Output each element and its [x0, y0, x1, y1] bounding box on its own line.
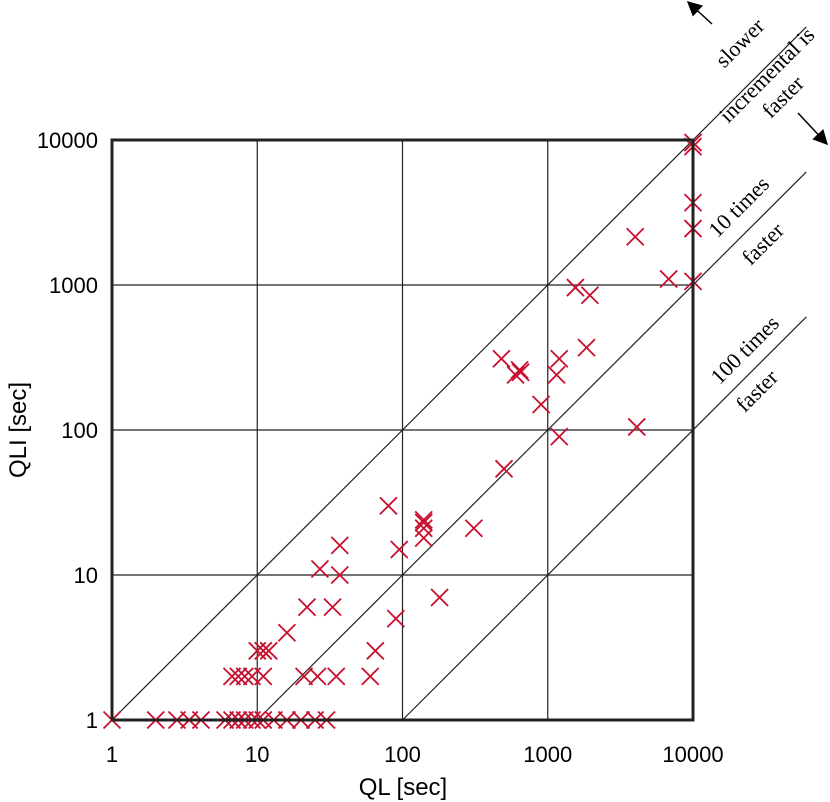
- data-point: [414, 519, 433, 538]
- data-point: [222, 667, 242, 686]
- data-point: [386, 609, 405, 628]
- x-tick-label-2: 100: [384, 742, 421, 767]
- y-tick-label-1: 10: [74, 563, 98, 588]
- data-point: [414, 528, 433, 548]
- data-point: [235, 667, 254, 686]
- annotation-ten-faster: faster: [737, 217, 790, 270]
- data-point: [323, 598, 342, 617]
- data-point: [531, 395, 551, 414]
- data-point: [550, 427, 569, 446]
- y-tick-labels: 1 10 100 1000 10000: [37, 128, 98, 733]
- data-point: [566, 278, 585, 297]
- reference-lines: [111, 26, 807, 721]
- x-axis-title: QL [sec]: [359, 774, 447, 801]
- data-point: [390, 540, 409, 559]
- data-point: [464, 519, 484, 538]
- x-tick-label-4: 10000: [662, 742, 723, 767]
- x-tick-label-0: 1: [106, 742, 118, 767]
- data-point: [580, 286, 600, 305]
- data-point: [659, 269, 678, 289]
- data-point: [361, 667, 380, 686]
- data-point: [547, 365, 566, 385]
- y-tick-label-2: 100: [61, 418, 98, 443]
- data-point: [511, 363, 530, 382]
- arrow-down-right: [797, 112, 829, 146]
- y-axis-title: QLI [sec]: [5, 382, 32, 478]
- reference-line-10x: [256, 171, 807, 721]
- data-point: [366, 641, 385, 660]
- y-tick-label-4: 10000: [37, 128, 98, 153]
- annotation-ten-faster-group: faster: [737, 217, 790, 270]
- reference-line-1x: [111, 26, 807, 721]
- y-tick-label-0: 1: [86, 708, 98, 733]
- data-point: [510, 360, 529, 379]
- data-point: [310, 559, 330, 579]
- data-point: [550, 349, 569, 368]
- data-point: [254, 641, 273, 660]
- data-point: [626, 227, 645, 246]
- x-tick-label-3: 1000: [523, 742, 572, 767]
- data-point: [577, 338, 596, 357]
- data-point: [492, 349, 511, 368]
- x-tick-label-1: 10: [245, 742, 269, 767]
- data-point: [330, 536, 349, 555]
- data-point: [254, 667, 273, 686]
- data-point: [414, 513, 433, 532]
- data-point: [308, 667, 327, 686]
- x-tick-labels: 1 10 100 1000 10000: [106, 742, 724, 767]
- plot-frame: [110, 138, 695, 722]
- y-tick-label-3: 1000: [49, 273, 98, 298]
- data-point: [259, 641, 278, 660]
- data-point: [414, 510, 433, 530]
- data-point: [430, 588, 449, 607]
- data-point: [379, 496, 398, 515]
- data-point: [294, 667, 314, 686]
- data-point: [627, 417, 646, 437]
- data-point: [327, 667, 346, 686]
- data-point: [330, 565, 349, 585]
- arrow-up-left: [686, 0, 713, 25]
- data-point: [297, 598, 317, 617]
- data-point: [494, 459, 514, 478]
- data-point: [277, 623, 297, 642]
- reference-line-100x: [402, 316, 807, 721]
- data-point: [229, 667, 248, 686]
